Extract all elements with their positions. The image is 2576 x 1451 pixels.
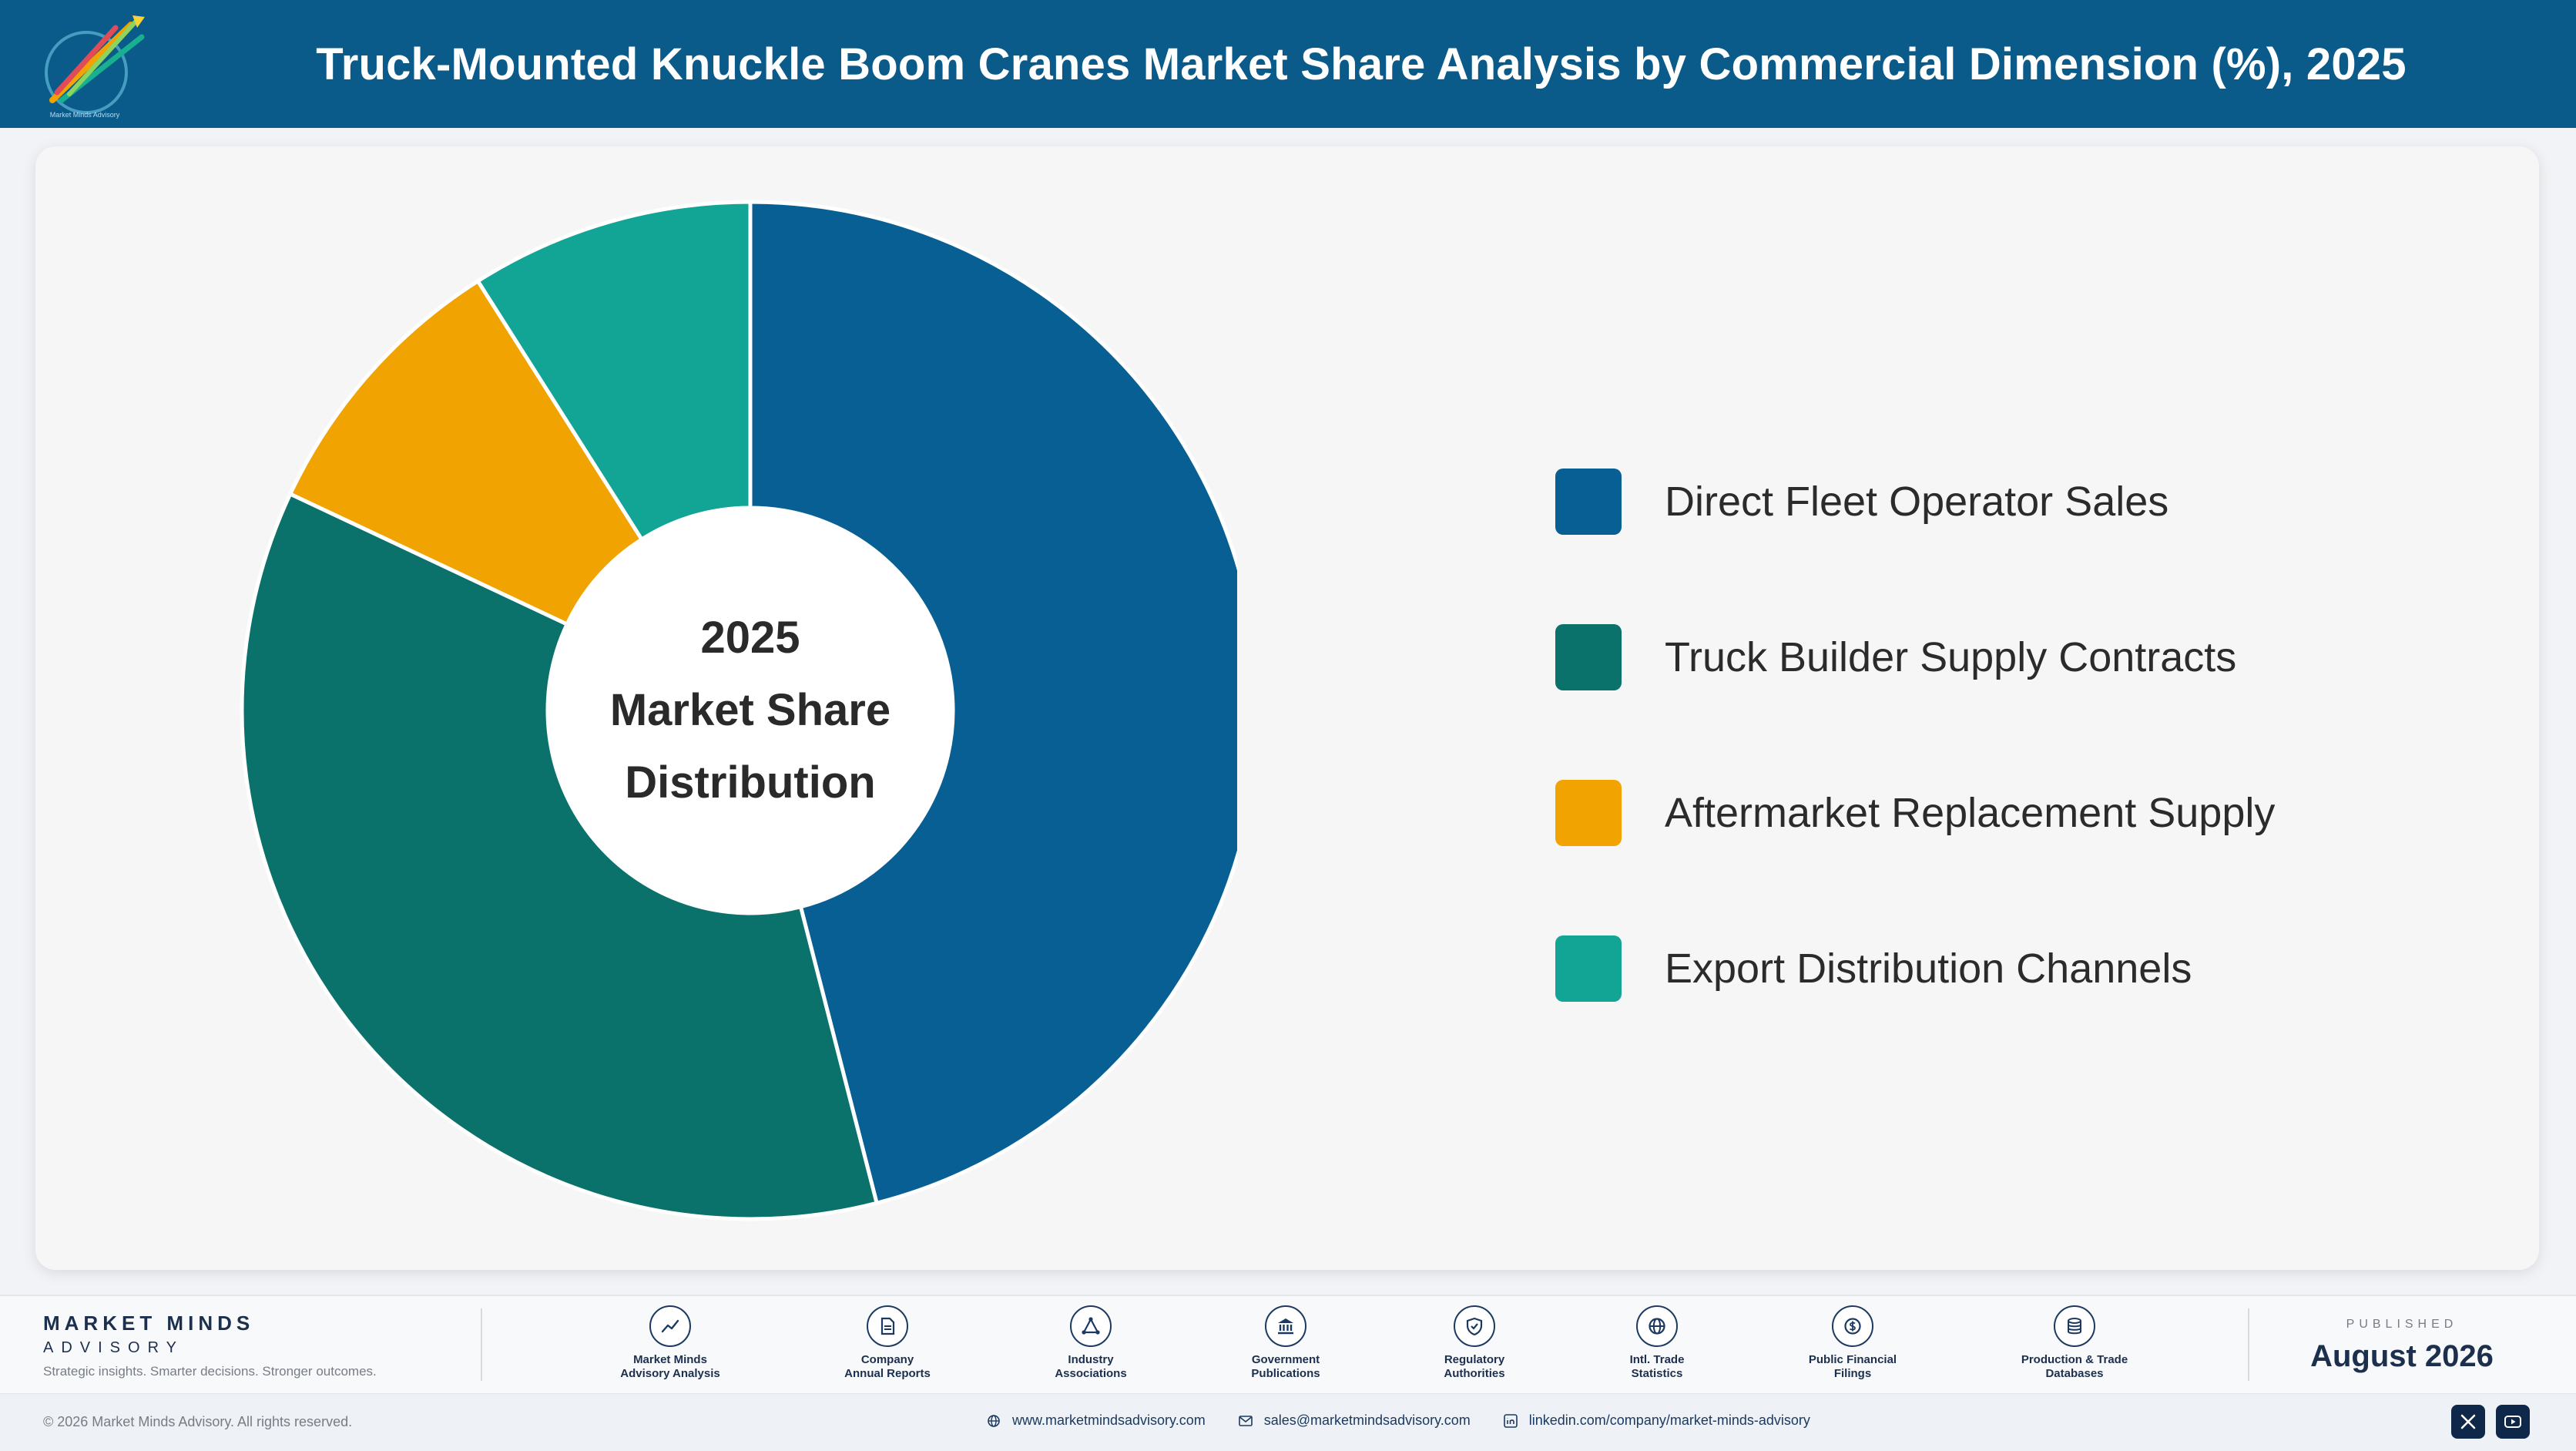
footer-divider (2248, 1308, 2249, 1381)
source-label-line-1: Government (1251, 1353, 1320, 1366)
donut-center-label: 2025 Market Share Distribution (519, 602, 981, 819)
linkedin-icon (1503, 1413, 1518, 1429)
footer-divider (481, 1308, 482, 1381)
donut-chart (240, 200, 1237, 1221)
chart-card: 2025 Market Share Distribution Direct Fl… (35, 146, 2539, 1270)
center-label-line-2: Market Share (609, 685, 891, 735)
legend-item-truck-builder-supply-contracts[interactable]: Truck Builder Supply Contracts (1555, 579, 2275, 735)
source-label-line-2: Statistics (1631, 1367, 1683, 1380)
source-label-line-2: Associations (1055, 1367, 1127, 1380)
donut-slice-aftermarket-replacement-supply[interactable] (287, 278, 645, 627)
trend-chart-icon (649, 1305, 691, 1347)
source-label-line-1: Production & Trade (2021, 1353, 2128, 1366)
source-industry-associations: Industry Associations (1006, 1305, 1176, 1381)
legend-label: Export Distribution Channels (1665, 946, 2192, 992)
youtube-icon[interactable] (2496, 1405, 2530, 1439)
brand-tagline: Strategic insights. Smarter decisions. S… (43, 1364, 377, 1379)
published-label: PUBLISHED (2346, 1318, 2458, 1331)
x-icon[interactable] (2451, 1405, 2485, 1439)
legend-swatch (1555, 469, 1622, 535)
rocket-logo-icon[interactable]: Market Minds Advisory (39, 9, 154, 121)
legend-label: Truck Builder Supply Contracts (1665, 634, 2237, 680)
source-label-line-2: Filings (1833, 1367, 1872, 1380)
source-public-financial-filings: Public Financial Filings (1768, 1305, 1937, 1381)
mail-icon (1238, 1413, 1253, 1429)
globe-icon (1636, 1305, 1678, 1347)
legend-swatch (1555, 624, 1622, 690)
logo-caption: Market Minds Advisory (50, 111, 120, 119)
published-date: August 2026 (2310, 1339, 2494, 1373)
header-bar: Market Minds Advisory Truck-Mounted Knuc… (0, 0, 2576, 128)
email-text: sales@marketmindsadvisory.com (1263, 1412, 1471, 1428)
source-label-line-2: Publications (1251, 1367, 1320, 1380)
brand-subtitle: ADVISORY (43, 1339, 184, 1356)
source-label-line-2: Advisory Analysis (620, 1367, 720, 1380)
center-label-line-3: Distribution (625, 757, 876, 808)
document-icon (867, 1305, 908, 1347)
data-sources: Market Minds Advisory Analysis Company Ann… (539, 1305, 2157, 1390)
dollar-coin-icon (1832, 1305, 1873, 1347)
government-building-icon (1265, 1305, 1306, 1347)
email-link[interactable]: sales@marketmindsadvisory.com (1238, 1412, 1471, 1429)
footer: MARKET MINDS ADVISORY Strategic insights… (0, 1295, 2576, 1393)
legend-swatch (1555, 935, 1622, 1002)
source-label-line-1: Industry (1068, 1353, 1114, 1366)
source-label-line-2: Databases (2045, 1367, 2104, 1380)
website-link[interactable]: www.marketmindsadvisory.com (986, 1412, 1206, 1429)
source-label-line-1: Regulatory (1444, 1353, 1505, 1366)
source-label-line-1: Intl. Trade (1629, 1353, 1685, 1366)
source-label-line-1: Company (860, 1353, 914, 1366)
copyright-text: © 2026 Market Minds Advisory. All rights… (43, 1414, 353, 1429)
legend-label: Aftermarket Replacement Supply (1665, 790, 2276, 836)
source-production-trade-databases: Production & Trade Databases (1990, 1305, 2159, 1381)
source-market-minds-analysis: Market Minds Advisory Analysis (585, 1305, 755, 1381)
legend-item-export-distribution-channels[interactable]: Export Distribution Channels (1555, 891, 2275, 1046)
legend-label: Direct Fleet Operator Sales (1665, 479, 2169, 525)
source-company-annual-reports: Company Annual Reports (803, 1305, 972, 1381)
linkedin-text: linkedin.com/company/market-minds-adviso… (1528, 1412, 1810, 1428)
chart-legend: Direct Fleet Operator Sales Truck Builde… (1555, 424, 2275, 1046)
database-icon (2054, 1305, 2095, 1347)
source-intl-trade-statistics: Intl. Trade Statistics (1572, 1305, 1742, 1381)
source-label-line-1: Public Financial (1808, 1353, 1897, 1366)
source-label-line-1: Market Minds (633, 1353, 707, 1366)
contact-links: www.marketmindsadvisory.com sales@market… (986, 1412, 1843, 1429)
bottom-bar: © 2026 Market Minds Advisory. All rights… (0, 1393, 2576, 1451)
brand-name: MARKET MINDS (43, 1312, 255, 1335)
donut-hole (548, 508, 953, 913)
source-regulatory-authorities: Regulatory Authorities (1390, 1305, 1559, 1381)
shield-check-icon (1454, 1305, 1495, 1347)
legend-item-direct-fleet-operator-sales[interactable]: Direct Fleet Operator Sales (1555, 424, 2275, 579)
globe-icon (986, 1413, 1001, 1429)
page-title: Truck-Mounted Knuckle Boom Cranes Market… (316, 39, 2407, 89)
source-government-publications: Government Publications (1201, 1305, 1370, 1381)
legend-item-aftermarket-replacement-supply[interactable]: Aftermarket Replacement Supply (1555, 735, 2275, 891)
linkedin-link[interactable]: linkedin.com/company/market-minds-adviso… (1503, 1412, 1810, 1429)
source-label-line-2: Authorities (1444, 1367, 1505, 1380)
source-label-line-2: Annual Reports (844, 1367, 931, 1380)
network-icon (1070, 1305, 1112, 1347)
center-label-line-1: 2025 (700, 613, 800, 663)
legend-swatch (1555, 780, 1622, 846)
website-text: www.marketmindsadvisory.com (1012, 1412, 1206, 1428)
